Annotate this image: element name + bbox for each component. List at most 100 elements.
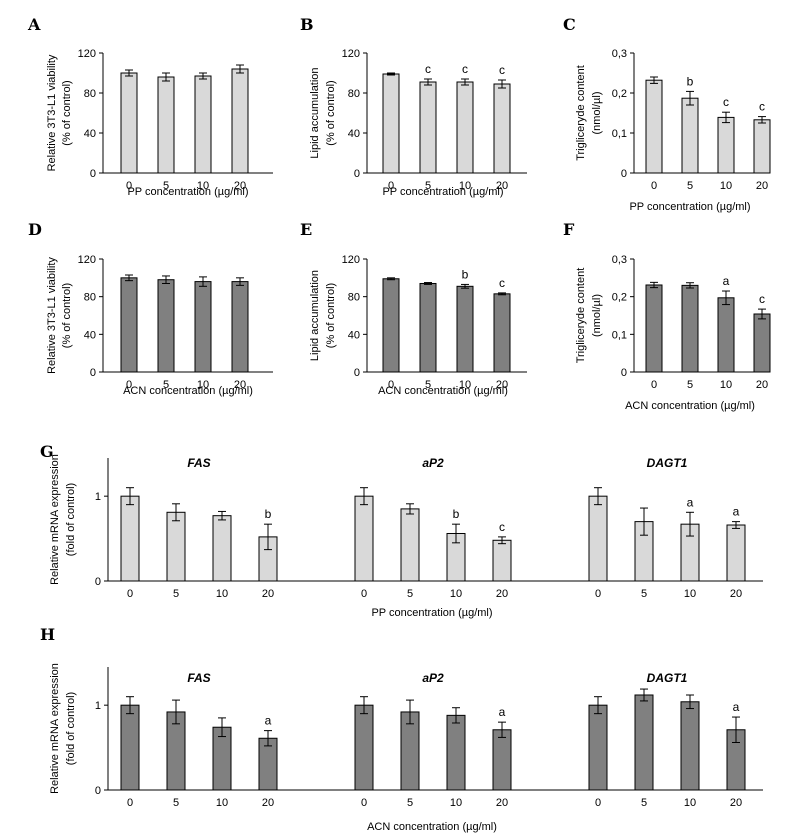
x-tick-label: 10 <box>450 588 462 600</box>
y-tick-label: 0 <box>621 367 627 379</box>
bar <box>645 79 663 174</box>
bar <box>382 278 400 373</box>
x-tick-label: 20 <box>262 588 274 600</box>
x-tick-label: 5 <box>407 797 413 809</box>
bar <box>354 704 374 791</box>
y-tick-label: 0 <box>354 367 360 379</box>
panel-label: C <box>563 15 576 34</box>
y-tick-label: 40 <box>84 128 96 140</box>
y-axis-label: Relative mRNA expression <box>49 663 61 794</box>
significance-label: b <box>265 507 272 521</box>
x-axis-label: PP concentration (µg/ml) <box>629 201 750 213</box>
bar <box>634 694 654 791</box>
bar <box>493 83 511 174</box>
y-axis-label: (nmol/µl) <box>591 91 603 134</box>
x-tick-label: 0 <box>361 588 367 600</box>
y-axis-label: (fold of control) <box>65 692 77 765</box>
bar <box>456 285 474 373</box>
x-tick-label: 5 <box>163 379 169 391</box>
panel-label: F <box>563 220 575 239</box>
bar <box>166 511 186 582</box>
panel-D: D 0 40 80 120 Relative 3T3-L1 viability (% of … <box>28 220 273 397</box>
x-tick-label: 20 <box>262 797 274 809</box>
significance-label: c <box>759 292 765 306</box>
significance-label: a <box>733 505 740 519</box>
y-axis-label: Trigliceryde content <box>575 268 587 364</box>
bar <box>717 297 735 373</box>
y-tick-label: 0 <box>354 168 360 180</box>
y-tick-label: 0,2 <box>612 292 627 304</box>
y-tick-label: 1 <box>95 700 101 712</box>
bar <box>157 279 175 373</box>
y-tick-label: 80 <box>84 292 96 304</box>
panel-label: A <box>27 15 41 34</box>
panel-label: B <box>300 15 314 34</box>
y-axis-label: (fold of control) <box>65 483 77 556</box>
y-tick-label: 40 <box>348 329 360 341</box>
bar <box>231 68 249 174</box>
y-tick-label: 120 <box>78 254 96 266</box>
panel-A: A 0 40 80 120 Relative 3T3-L1 viability (% of … <box>27 15 273 198</box>
bar <box>717 116 735 174</box>
y-tick-label: 0 <box>90 367 96 379</box>
y-axis-label: (nmol/µl) <box>591 294 603 337</box>
y-tick-label: 0 <box>90 168 96 180</box>
x-tick-label: 0 <box>361 797 367 809</box>
panel-label: E <box>300 220 312 239</box>
x-tick-label: 20 <box>496 797 508 809</box>
x-tick-label: 0 <box>595 588 601 600</box>
y-tick-label: 80 <box>348 88 360 100</box>
bar <box>446 714 466 791</box>
bar <box>120 277 138 373</box>
y-tick-label: 0,3 <box>612 254 627 266</box>
x-tick-label: 5 <box>641 588 647 600</box>
bar <box>726 524 746 582</box>
y-tick-label: 120 <box>342 254 360 266</box>
bar <box>419 81 437 174</box>
y-tick-label: 120 <box>342 48 360 60</box>
y-axis-label: (% of control) <box>61 80 73 145</box>
x-axis-label: PP concentration (µg/ml) <box>382 186 503 198</box>
x-tick-label: 10 <box>720 180 732 192</box>
panel-C: C 0 0,1 0,2 0,3 Trigliceryde content (nmol/µl)… <box>563 15 771 213</box>
bar <box>120 495 140 582</box>
bar <box>212 515 232 582</box>
bar <box>419 282 437 373</box>
bar <box>645 284 663 373</box>
significance-label: a <box>723 274 730 288</box>
significance-label: a <box>687 495 694 509</box>
bar <box>753 119 771 174</box>
bar <box>681 284 699 373</box>
bar <box>157 76 175 174</box>
significance-label: c <box>425 62 431 76</box>
bar <box>493 293 511 373</box>
gene-name: DAGT1 <box>647 671 688 685</box>
bar <box>588 495 608 582</box>
x-tick-label: 0 <box>126 379 132 391</box>
x-axis-label: PP concentration (µg/ml) <box>371 607 492 619</box>
panel-label: H <box>40 625 55 644</box>
bar <box>354 495 374 582</box>
x-tick-label: 20 <box>730 588 742 600</box>
significance-label: b <box>453 507 460 521</box>
bar <box>120 704 140 791</box>
x-tick-label: 10 <box>459 180 471 192</box>
panel-label: G <box>40 442 54 461</box>
x-tick-label: 5 <box>687 379 693 391</box>
x-tick-label: 10 <box>216 588 228 600</box>
x-tick-label: 5 <box>687 180 693 192</box>
bar <box>588 704 608 791</box>
y-axis-label: (% of control) <box>325 80 337 145</box>
x-tick-label: 20 <box>234 379 246 391</box>
panel-label: D <box>28 220 42 239</box>
x-tick-label: 5 <box>407 588 413 600</box>
significance-label: c <box>499 276 505 290</box>
x-tick-label: 5 <box>425 180 431 192</box>
x-tick-label: 0 <box>651 180 657 192</box>
bar <box>456 81 474 174</box>
y-axis-label: Relative mRNA expression <box>49 454 61 585</box>
x-tick-label: 10 <box>459 379 471 391</box>
x-tick-label: 10 <box>197 379 209 391</box>
x-tick-label: 10 <box>216 797 228 809</box>
